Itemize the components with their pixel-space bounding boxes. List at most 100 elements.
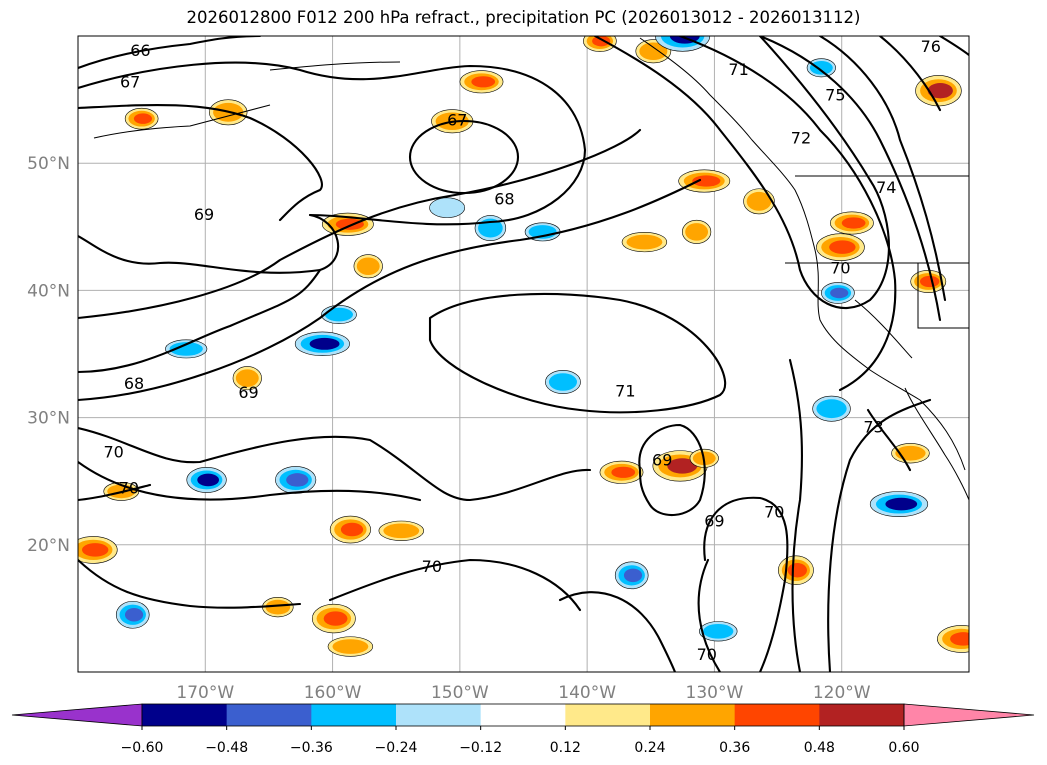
precip-blob [353,254,383,279]
precip-blob [311,603,356,634]
precip-blob [806,58,836,78]
precip-blob [124,107,159,130]
precip-blob [186,467,227,493]
precip-blob [891,443,930,464]
contour-label: 67 [120,73,140,92]
contour-label: 69 [238,383,258,402]
precip-blob [232,366,262,391]
contour-line [408,119,520,195]
coastline [269,61,401,71]
precip-blob [115,600,150,629]
precip-blob [321,305,357,324]
colorbar-segment [565,704,651,726]
precip-blob [474,215,507,241]
contour-label: 76 [921,37,941,56]
colorbar-frame [141,703,905,727]
colorbar-tick-label: 0.60 [888,740,919,756]
precip-blob [777,555,814,585]
lon-tick-label: 140°W [558,683,616,703]
contour-line [78,213,340,274]
contour-line [328,558,582,612]
contour-line [78,268,322,374]
lon-tick-label: 160°W [304,683,362,703]
contour-label: 70 [697,645,717,664]
contour-label: 70 [422,557,442,576]
precip-blob [378,520,425,541]
contour-line [78,483,152,502]
contour-line [78,61,587,226]
colorbar-tick-label: 0.36 [719,740,750,756]
precip-blob [329,515,371,544]
precip-blob [621,231,668,253]
contour-line [593,36,890,310]
contour-labels: 66 67 67 68 69 68 69 71 70 70 69 69 70 70 70 71 72 75 76 74… [103,37,941,664]
precip-blob [816,233,865,261]
precip-blob [327,636,374,657]
precip-blob [165,339,208,359]
colorbar-segment [396,704,482,726]
contour-label: 71 [615,382,635,401]
precip-blob [682,219,712,244]
contour-line [78,460,422,502]
precip-blob [294,331,350,357]
lat-tick-label: 40°N [27,281,70,301]
colorbar-tick-label: −0.36 [290,740,333,756]
border-line [917,263,969,329]
chart-title: 2026012800 F012 200 hPa refract., precip… [186,8,861,27]
contour-line [638,423,706,517]
contour-label: 69 [652,450,672,469]
contour-line [878,36,942,112]
precip-blob [869,491,929,517]
contour-label: 70 [119,478,139,497]
colorbar-tick-label: −0.12 [459,740,502,756]
contour-line [697,558,722,672]
precip-blob [699,621,738,642]
precip-blob [915,75,962,107]
axis-ticks: 170°W 160°W 150°W 140°W 130°W 120°W 50°N 40°N 30… [27,154,871,703]
precip-blob [635,39,672,64]
contour-label: 68 [124,374,144,393]
colorbar-tick-label: 0.48 [804,740,835,756]
contour-line [428,292,727,414]
coastline [93,104,271,139]
lon-tick-label: 130°W [686,683,744,703]
contour-line [678,36,897,392]
colorbar-segment [480,704,566,726]
colorbar-tick-label: −0.48 [205,740,248,756]
contour-label: 69 [704,511,724,530]
contour-label: 69 [194,205,214,224]
contour-label: 70 [830,258,850,277]
graticule [78,36,969,672]
contour-line [78,36,262,70]
coastlines [93,37,969,501]
colorbar-tick-label: 0.24 [634,740,665,756]
lon-tick-label: 120°W [813,683,871,703]
contour-line [703,496,789,672]
coastline [639,37,966,471]
contour-line [818,36,947,302]
contour-line [78,426,592,502]
contour-label: 72 [791,129,811,148]
contour-label: 67 [447,111,467,130]
colorbar-tick-label: −0.60 [121,740,164,756]
precip-blob [583,36,617,52]
colorbar-extend-low [11,703,143,727]
contour-line [827,398,932,672]
map-frame [77,35,970,673]
precip-blob [459,70,504,94]
precip-blob [262,597,294,618]
colorbar-segment [734,704,820,726]
colorbar-segment [650,704,736,726]
contour-label: 68 [494,190,514,209]
lat-tick-label: 50°N [27,154,70,174]
lat-tick-label: 30°N [27,409,70,429]
precip-blob [937,625,969,653]
colorbar-segment [142,704,228,726]
refractivity-contours [78,36,969,672]
lat-tick-label: 20°N [27,536,70,556]
colorbar-extend-high [903,703,1035,727]
contour-line [78,128,642,320]
colorbar-segment [819,704,905,726]
precip-blob [829,211,874,235]
border-line [854,299,913,359]
